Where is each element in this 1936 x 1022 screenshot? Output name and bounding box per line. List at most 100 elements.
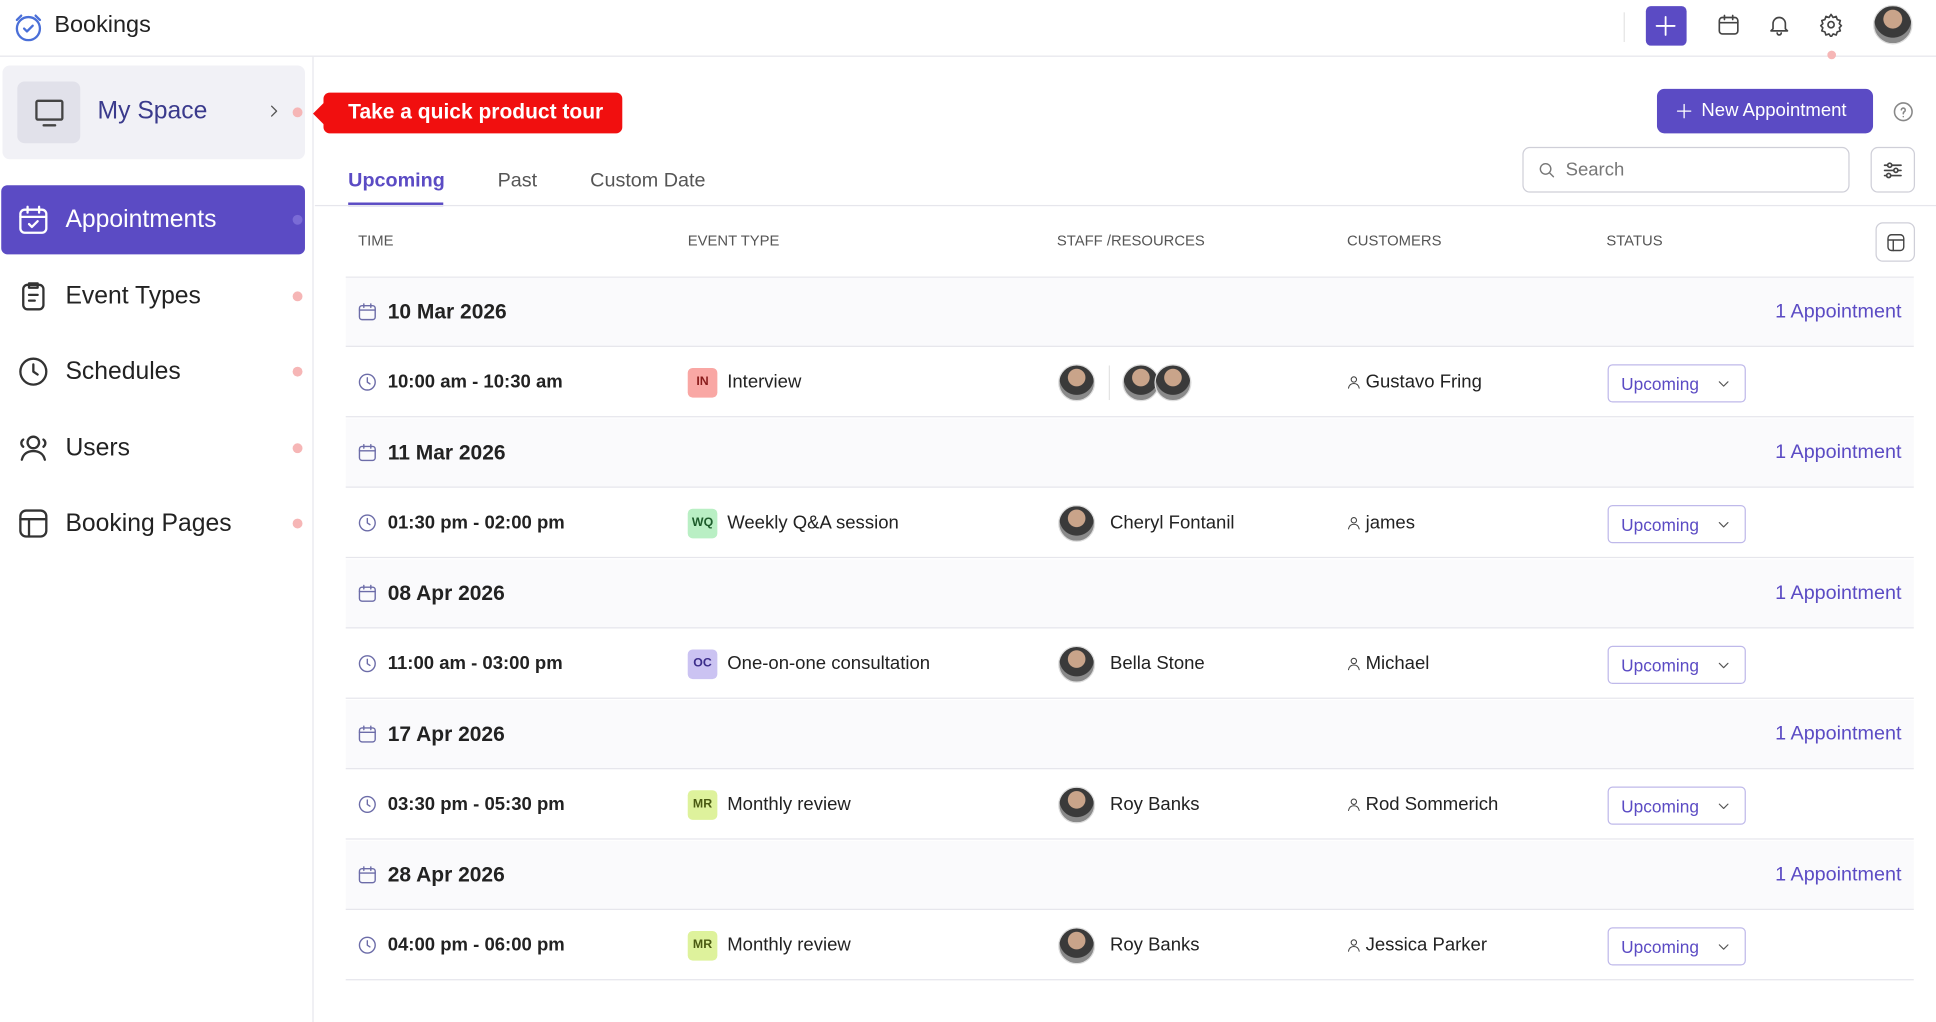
clock-icon [357, 372, 378, 393]
date-row: 28 Apr 2026 1 Appointment [345, 840, 1914, 910]
staff-name: Roy Banks [1109, 793, 1200, 815]
event-badge: MR [687, 790, 718, 820]
icon-part [32, 363, 39, 376]
status: Upcoming [1621, 796, 1699, 817]
icon-part [1350, 657, 1358, 665]
icon-part [358, 584, 376, 593]
icon-part [1718, 522, 1729, 528]
date-row: 08 Apr 2026 1 Appointment [345, 559, 1914, 629]
group-count[interactable]: 1 Appointment [1775, 301, 1902, 323]
icon-part [270, 105, 278, 117]
customer: Jessica Parker [1365, 934, 1488, 956]
group-count[interactable]: 1 Appointment [1775, 864, 1902, 886]
group-count[interactable]: 1 Appointment [1775, 582, 1902, 604]
search-icon [1536, 159, 1557, 180]
monitor-icon [32, 95, 67, 130]
add-button[interactable] [1645, 6, 1687, 46]
status-dropdown[interactable]: Upcoming [1607, 927, 1746, 966]
nav-item[interactable]: Schedules [1, 337, 305, 406]
dot [292, 518, 303, 529]
date-row: 10 Mar 2026 1 Appointment [345, 277, 1914, 347]
icon-part [1347, 376, 1360, 389]
icon-part [1883, 162, 1902, 179]
customer: Gustavo Fring [1365, 371, 1482, 393]
tabs-border [314, 204, 1936, 207]
column-header: TIME [358, 232, 394, 250]
columns-button[interactable] [1875, 222, 1916, 262]
nav-item[interactable]: Appointments [1, 185, 305, 255]
staff-avatar [1058, 786, 1096, 824]
icon-part [19, 509, 48, 538]
customer: james [1365, 512, 1415, 534]
customer: Michael [1365, 653, 1430, 675]
group-date: 17 Apr 2026 [387, 722, 505, 746]
status-dropdown[interactable]: Upcoming [1607, 786, 1746, 825]
person-icon [1346, 656, 1362, 672]
filter-icon [1880, 158, 1905, 183]
icon-part [358, 514, 376, 532]
tab[interactable]: Upcoming [348, 170, 445, 192]
icon-part [1885, 172, 1892, 179]
icon-part [19, 205, 48, 229]
new-appointment-button[interactable]: New Appointment [1656, 88, 1874, 134]
status: Upcoming [1621, 374, 1699, 394]
icon-part [1819, 13, 1843, 38]
icon-part [358, 727, 376, 743]
my-space-label: My Space [97, 97, 208, 125]
dropdown-chevron [1715, 798, 1732, 815]
tab[interactable]: Past [497, 170, 538, 192]
filter-button[interactable] [1870, 146, 1916, 193]
help-icon [1892, 100, 1915, 123]
nav-item[interactable]: Booking Pages [1, 489, 305, 558]
tab[interactable]: Custom Date [590, 170, 706, 192]
clock-icon [357, 653, 378, 674]
my-space-icon-box [17, 81, 81, 144]
icon-part [19, 357, 48, 386]
time: 04:00 pm - 06:00 pm [387, 934, 565, 956]
columns-icon [1885, 232, 1906, 253]
icon-part [1718, 14, 1739, 24]
status: Upcoming [1621, 655, 1699, 676]
search-box[interactable]: Search [1522, 146, 1850, 193]
group-count[interactable]: 1 Appointment [1775, 723, 1902, 745]
group-count[interactable]: 1 Appointment [1775, 442, 1902, 464]
icon-part [35, 99, 64, 127]
icon-part [1893, 102, 1913, 122]
appointment-row: 01:30 pm - 02:00 pm WQ Weekly Q&A session C… [345, 489, 1914, 559]
event-code: IN [696, 375, 709, 389]
group-date: 10 Mar 2026 [387, 300, 507, 324]
icon-part [15, 15, 42, 42]
dropdown-chevron [1715, 375, 1732, 392]
icon-part [358, 443, 376, 452]
column-header: STATUS [1606, 232, 1663, 250]
tour-tooltip[interactable]: Take a quick product tour [313, 92, 623, 134]
event-type: Monthly review [727, 934, 851, 956]
date-row: 11 Mar 2026 1 Appointment [345, 418, 1914, 488]
icon-part [1900, 107, 1906, 118]
status-dropdown[interactable]: Upcoming [1607, 645, 1746, 685]
nav-icon [16, 431, 51, 466]
icon-part [358, 725, 376, 733]
event-type: One-on-one consultation [727, 653, 931, 675]
appointment-row: 10:00 am - 10:30 am IN Interview Gustavo Fr… [345, 348, 1914, 418]
dropdown-chevron [1715, 657, 1732, 674]
icon-part [358, 303, 376, 311]
status: Upcoming [1621, 937, 1699, 957]
status-dropdown[interactable]: Upcoming [1607, 504, 1746, 544]
nav-item[interactable]: Users [1, 414, 305, 483]
icon-part [366, 799, 371, 807]
icon-part [1347, 523, 1360, 530]
icon-part [19, 509, 48, 538]
icon-part [1347, 798, 1360, 811]
customer: Rod Sommerich [1365, 793, 1499, 815]
group-date: 28 Apr 2026 [387, 863, 505, 887]
my-space[interactable]: My Space [2, 65, 305, 160]
calendar-icon [357, 583, 378, 604]
top-bar [0, 0, 1936, 57]
icon-part [35, 99, 64, 121]
icon-part [22, 282, 45, 311]
status-dropdown[interactable]: Upcoming [1607, 364, 1746, 403]
icon-part [20, 438, 47, 461]
nav-item[interactable]: Event Types [1, 262, 305, 331]
icon-part [1655, 15, 1676, 36]
